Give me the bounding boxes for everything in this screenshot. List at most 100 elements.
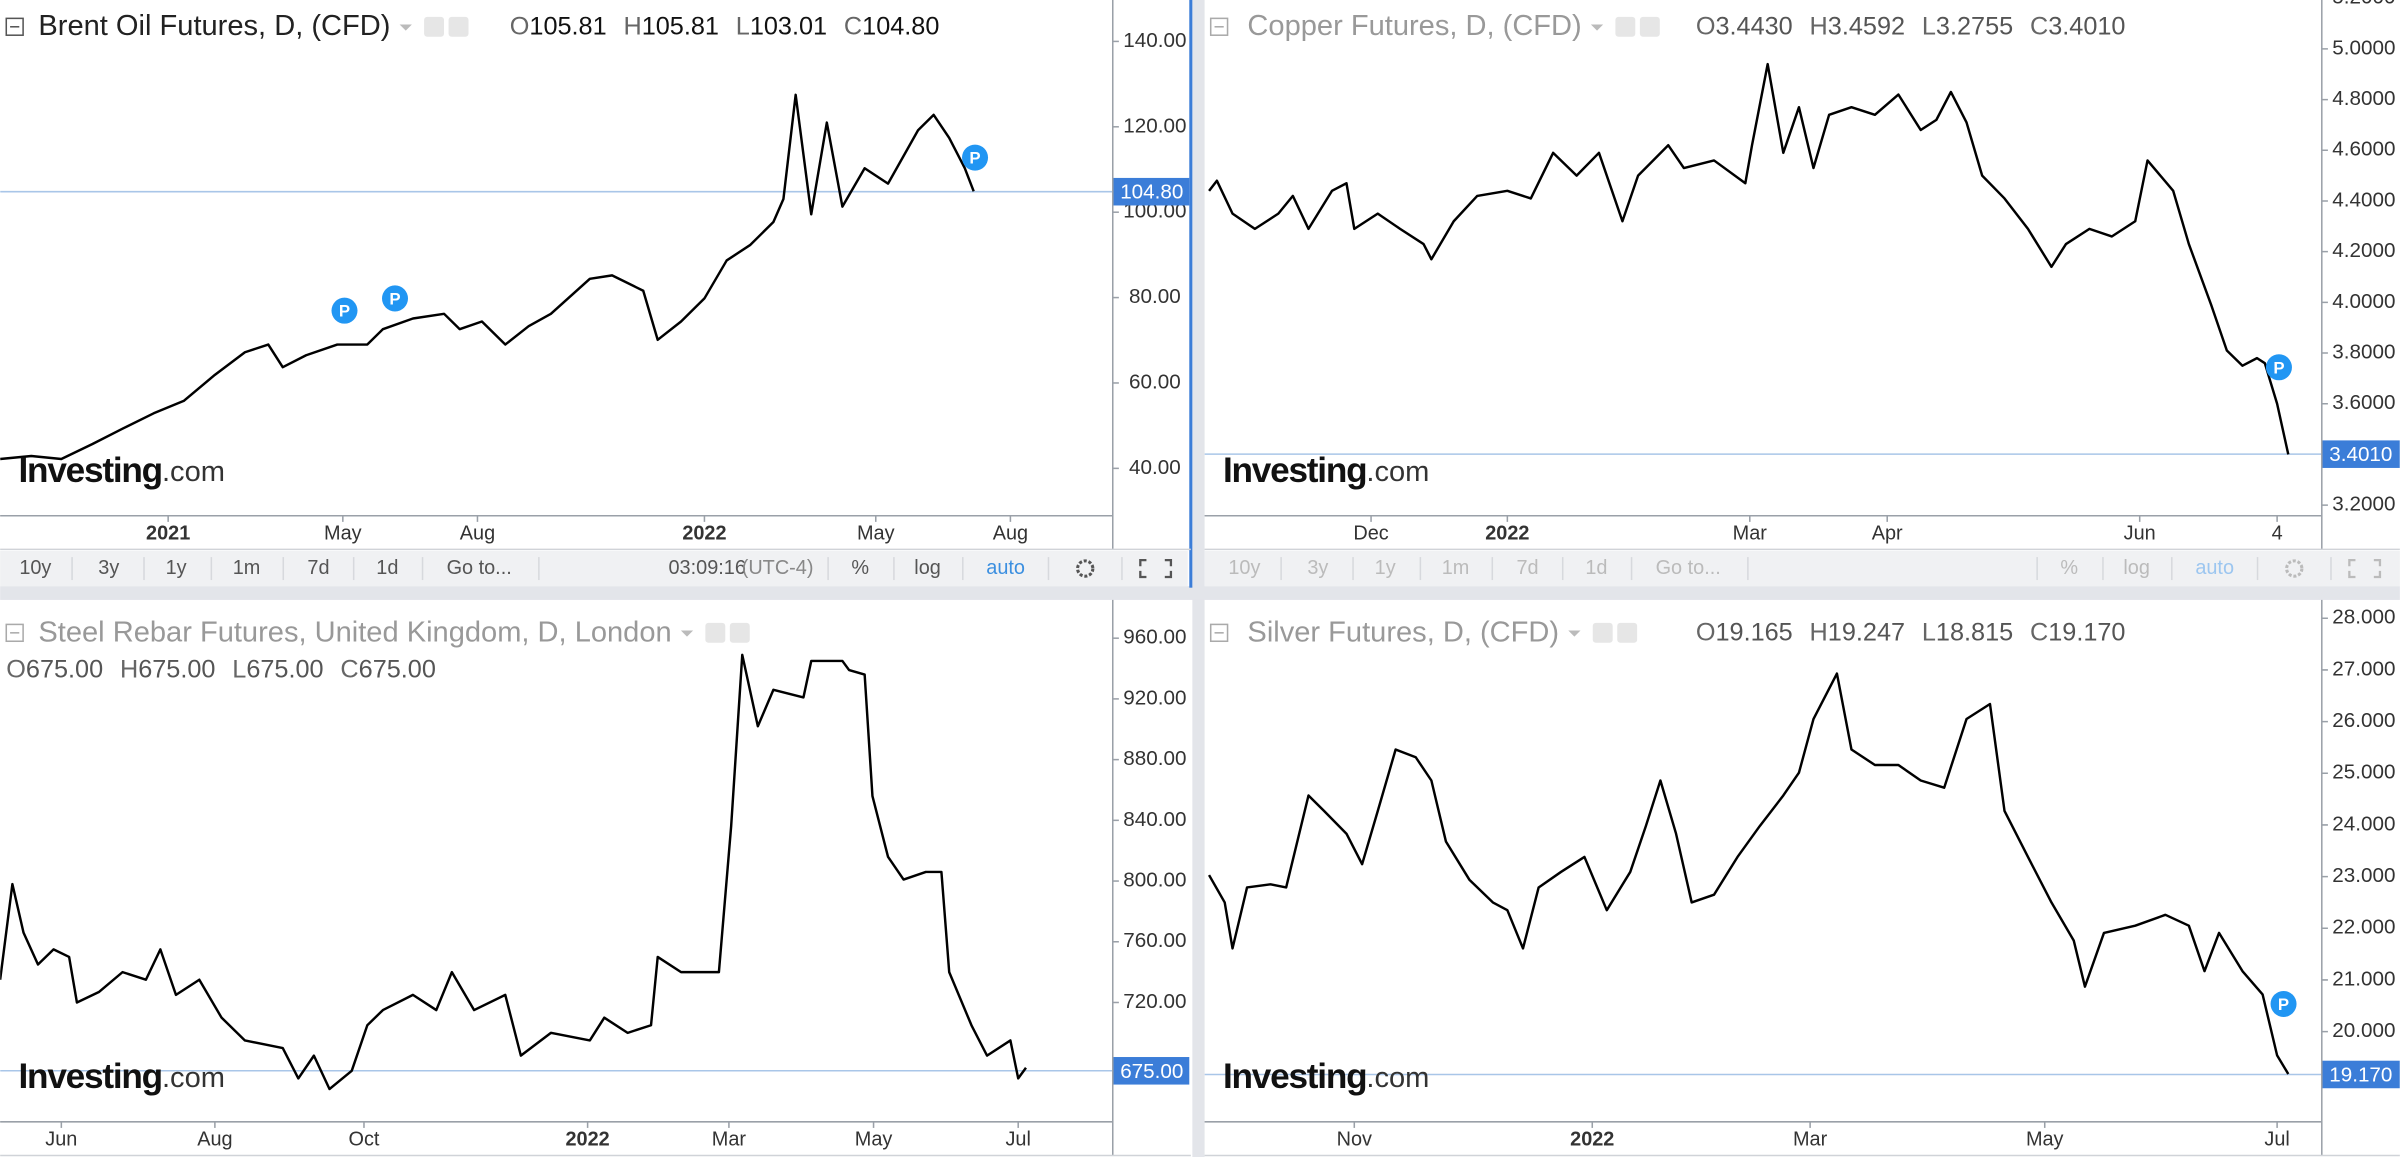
y-tick-label: 25.000	[2332, 761, 2395, 784]
y-tick-label: 26.000	[2332, 709, 2395, 732]
x-tick-label: 2022	[682, 522, 726, 544]
event-marker[interactable]	[2265, 354, 2292, 381]
x-tick-label: 2021	[146, 522, 190, 544]
ohlc-value: 3.4010	[2048, 12, 2125, 40]
horizontal-divider	[0, 586, 2400, 600]
x-tick-label: Mar	[1733, 522, 1768, 544]
y-tick-label: 4.2000	[2332, 239, 2395, 262]
event-marker[interactable]	[2270, 990, 2297, 1017]
range-button[interactable]: 7d	[1516, 557, 1538, 579]
ohlc-value: 105.81	[642, 12, 719, 40]
settings-icon[interactable]	[1639, 16, 1660, 37]
range-button[interactable]: 1m	[233, 557, 261, 579]
y-axis: 5.2000 5.0000 4.8000 4.6000 4.4000 4.2000 4.00…	[2321, 0, 2400, 516]
settings-icon[interactable]	[729, 622, 750, 643]
ohlc-value: 19.170	[2048, 618, 2125, 646]
ohlc-value: 3.4592	[1828, 12, 1905, 40]
event-marker-label: P	[389, 289, 400, 308]
plot	[0, 653, 1113, 1091]
ohlc-value: 19.247	[1828, 618, 1905, 646]
y-axis: 28.000 27.000 26.000 25.000 24.000 23.000 22.0…	[2321, 606, 2400, 1089]
scale-option[interactable]: auto	[986, 557, 1025, 579]
range-button[interactable]: 1d	[1585, 557, 1607, 579]
ohlc: O105.81 H105.81 L103.01 C104.80	[510, 12, 940, 40]
event-marker[interactable]	[962, 144, 989, 171]
event-marker-label: P	[2278, 995, 2289, 1014]
range-button[interactable]: 1d	[376, 557, 398, 579]
watermark-main: Investing	[19, 451, 162, 490]
range-button[interactable]: 3y	[98, 557, 119, 579]
settings-icon[interactable]	[448, 16, 469, 37]
range-button[interactable]: 1m	[1442, 557, 1470, 579]
collapse-icon[interactable]	[5, 17, 24, 36]
fullscreen-icon[interactable]	[2348, 558, 2382, 579]
range-button[interactable]: 3y	[1307, 557, 1328, 579]
fullscreen-icon[interactable]	[1139, 558, 1173, 579]
title-caret[interactable]	[1568, 630, 1581, 637]
title-caret[interactable]	[680, 630, 694, 637]
x-tick-label: Aug	[460, 522, 495, 544]
y-tick-label: 120.00	[1123, 114, 1186, 137]
toolbar	[1204, 550, 2400, 587]
ohlc-key: C	[2030, 618, 2048, 646]
watermark-suffix: .com	[162, 1062, 225, 1094]
x-tick-label: Mar	[1793, 1128, 1828, 1150]
chart-title: Silver Futures, D, (CFD)	[1247, 616, 1559, 648]
ohlc-key: H	[1810, 12, 1828, 40]
range-button[interactable]: Go to...	[1656, 557, 1721, 579]
x-tick-label: 2022	[1485, 522, 1529, 544]
settings-icon[interactable]	[1592, 622, 1613, 643]
scale-option[interactable]: log	[2123, 557, 2150, 579]
scale-option[interactable]: %	[2060, 557, 2078, 579]
scale-option[interactable]: %	[851, 557, 869, 579]
chart-title: Steel Rebar Futures, United Kingdom, D, …	[38, 616, 671, 648]
ohlc-key: O	[6, 655, 26, 683]
x-tick-label: May	[857, 522, 895, 544]
settings-gear[interactable]	[1076, 559, 1095, 578]
scale-option[interactable]: log	[914, 557, 941, 579]
range-button[interactable]: 1y	[1375, 557, 1396, 579]
scale-option[interactable]: auto	[2195, 557, 2234, 579]
ohlc-key: C	[844, 12, 862, 40]
last-price-box	[2321, 1060, 2400, 1089]
event-marker[interactable]	[381, 285, 409, 312]
y-tick-label: 23.000	[2332, 864, 2395, 887]
x-tick-label: Oct	[349, 1128, 380, 1150]
x-tick-label: 2022	[566, 1128, 610, 1150]
timezone: (UTC-4)	[742, 557, 814, 579]
range-button[interactable]: 10y	[19, 557, 51, 579]
x-tick-label: 4	[2272, 522, 2283, 544]
range-button[interactable]: 1y	[166, 557, 187, 579]
ohlc-value: 3.4430	[1715, 12, 1792, 40]
y-tick-label: 60.00	[1129, 370, 1181, 393]
range-button[interactable]: Go to...	[447, 557, 512, 579]
price-line	[0, 93, 975, 461]
ohlc-value: 675.00	[359, 655, 436, 683]
range-button[interactable]: 10y	[1228, 557, 1260, 579]
x-tick-label: Aug	[993, 522, 1028, 544]
range-button[interactable]: 7d	[307, 557, 329, 579]
settings-icon[interactable]	[1615, 16, 1636, 37]
collapse-icon[interactable]	[1209, 17, 1229, 36]
settings-icon[interactable]	[1617, 622, 1638, 643]
settings-icon[interactable]	[424, 16, 445, 37]
active-panel-border	[1189, 0, 1193, 588]
title-caret[interactable]	[1590, 24, 1604, 31]
ohlc-value: 675.00	[26, 655, 103, 683]
last-price-label: 104.80	[1120, 181, 1183, 204]
last-price-box	[1112, 177, 1190, 206]
x-tick-label: May	[324, 522, 362, 544]
x-tick-label: Apr	[1872, 522, 1903, 544]
watermark-suffix: .com	[1366, 456, 1429, 488]
title-caret[interactable]	[399, 24, 412, 31]
collapse-icon[interactable]	[5, 623, 24, 643]
ohlc: O19.165 H19.247 L18.815 C19.170	[1696, 618, 2126, 646]
x-tick-label: 2022	[1570, 1128, 1614, 1150]
collapse-icon[interactable]	[1209, 623, 1229, 643]
ohlc-value: 675.00	[138, 655, 215, 683]
event-marker[interactable]	[331, 297, 358, 324]
settings-icon[interactable]	[705, 622, 726, 643]
settings-gear[interactable]	[2285, 559, 2304, 578]
ohlc-value: 3.2755	[1936, 12, 2013, 40]
last-price-label: 3.4010	[2329, 443, 2392, 466]
